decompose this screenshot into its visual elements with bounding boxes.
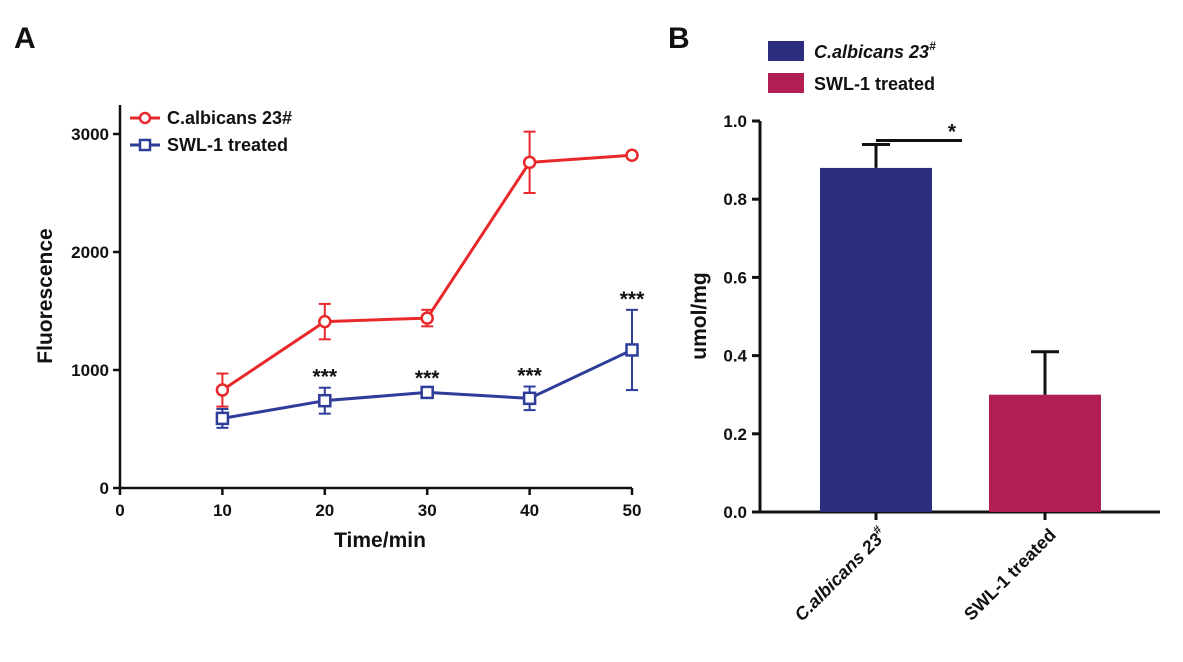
panel-a-x-label: Time/min bbox=[334, 529, 426, 552]
y-tick-label: 0.4 bbox=[723, 347, 747, 366]
y-tick-label: 2000 bbox=[71, 243, 109, 262]
significance-label: * bbox=[948, 121, 957, 144]
x-tick-label: 10 bbox=[213, 501, 232, 520]
legend-label-series-1: C.albicans 23# bbox=[167, 108, 292, 128]
legend-swatch-bar-1 bbox=[768, 41, 804, 61]
x-tick-label: 50 bbox=[623, 501, 642, 520]
data-point bbox=[215, 411, 230, 426]
bar-2 bbox=[989, 394, 1101, 512]
y-tick-label: 0.8 bbox=[723, 190, 747, 209]
x-tick-label: 20 bbox=[315, 501, 334, 520]
panel-a-legend: C.albicans 23# SWL-1 treated bbox=[130, 108, 292, 155]
y-tick-label: 1.0 bbox=[723, 112, 747, 131]
significance-label: *** bbox=[415, 367, 440, 390]
y-tick-label: 0.2 bbox=[723, 425, 747, 444]
panel-b-bar-chart: umol/mg C.albicans 23# SWL-1 treated 0.0… bbox=[688, 39, 1160, 625]
legend-label-bar-1-sup: # bbox=[929, 39, 936, 53]
significance-label: *** bbox=[313, 366, 338, 389]
y-tick-label: 1000 bbox=[71, 361, 109, 380]
bar-1 bbox=[820, 167, 932, 513]
panel-b-y-label: umol/mg bbox=[688, 272, 711, 360]
y-tick-label: 0 bbox=[100, 479, 109, 498]
data-point bbox=[318, 393, 332, 408]
series-line-1 bbox=[221, 153, 633, 392]
x-tick-label: 0 bbox=[115, 501, 124, 520]
data-point bbox=[318, 314, 332, 329]
legend-label-series-2: SWL-1 treated bbox=[167, 135, 288, 155]
legend-swatch-bar-2 bbox=[768, 73, 804, 93]
panel-a-line-chart: Fluorescence Time/min C.albicans 23# SWL… bbox=[34, 105, 645, 552]
data-point bbox=[522, 155, 537, 170]
x-tick-label: 30 bbox=[418, 501, 437, 520]
y-tick-label: 0.6 bbox=[723, 268, 747, 287]
data-point bbox=[420, 311, 434, 325]
legend-label-bar-2: SWL-1 treated bbox=[814, 74, 935, 94]
y-tick-label: 0.0 bbox=[723, 503, 747, 522]
panel-a-letter: A bbox=[14, 22, 36, 55]
data-point bbox=[625, 148, 639, 162]
significance-label: *** bbox=[620, 288, 645, 311]
x-tick-label: 40 bbox=[520, 501, 539, 520]
legend-marker-circle bbox=[138, 111, 152, 125]
data-point bbox=[420, 385, 434, 400]
panel-b-legend: C.albicans 23# SWL-1 treated bbox=[768, 39, 936, 94]
panel-a-y-label: Fluorescence bbox=[34, 228, 57, 363]
data-point bbox=[522, 391, 537, 406]
y-tick-label: 3000 bbox=[71, 125, 109, 144]
data-point bbox=[215, 383, 230, 397]
category-label: C.albicans 23# bbox=[788, 522, 891, 625]
significance-label: *** bbox=[517, 365, 542, 388]
data-point bbox=[625, 343, 639, 357]
legend-label-bar-1-text: C.albicans 23 bbox=[814, 42, 929, 62]
legend-marker-square bbox=[138, 138, 152, 152]
panel-b-letter: B bbox=[668, 22, 690, 55]
category-label: SWL-1 treated bbox=[960, 525, 1060, 625]
legend-label-bar-1: C.albicans 23# bbox=[814, 39, 936, 62]
